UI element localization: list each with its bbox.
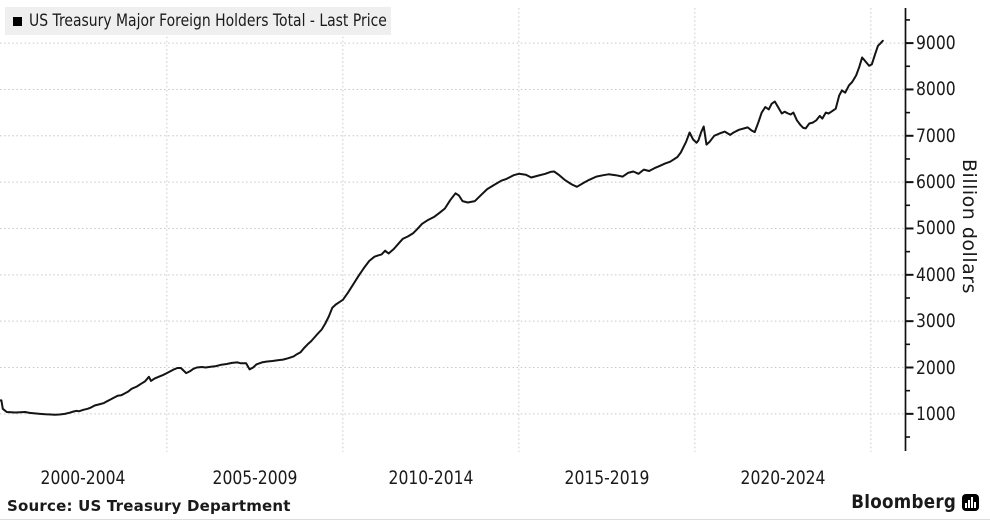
price-line-series — [0, 39, 884, 416]
plot-area — [0, 8, 914, 452]
x-axis-tick-label: 2015-2019 — [564, 467, 650, 489]
legend-label: US Treasury Major Foreign Holders Total … — [29, 11, 387, 31]
legend: US Treasury Major Foreign Holders Total … — [5, 7, 391, 35]
y-axis-tick-label: 7000 — [916, 124, 956, 147]
x-axis-tick-label: 2000-2004 — [40, 467, 126, 489]
x-axis-tick-label: 2010-2014 — [388, 467, 474, 489]
bloomberg-wordmark: Bloomberg — [851, 491, 956, 513]
y-axis-tick-label: 2000 — [916, 356, 956, 379]
source-attribution: Source: US Treasury Department — [7, 497, 291, 515]
x-axis-tick-label: 2020-2024 — [740, 467, 826, 489]
bloomberg-logo-icon — [962, 493, 979, 511]
y-axis-tick-label: 3000 — [916, 310, 956, 333]
y-axis-tick-label: 8000 — [916, 78, 956, 101]
y-axis-tick-label: 9000 — [916, 32, 956, 55]
legend-swatch-icon — [13, 16, 22, 26]
y-axis-tick-label: 6000 — [916, 171, 956, 194]
y-axis-tick-label: 5000 — [916, 217, 956, 240]
x-axis-tick-label: 2005-2009 — [212, 467, 298, 489]
bloomberg-branding: Bloomberg — [837, 491, 979, 513]
y-axis-tick-label: 4000 — [916, 263, 956, 286]
y-axis-tick-label: 1000 — [916, 402, 956, 425]
y-axis-title: Billion dollars — [958, 158, 980, 294]
